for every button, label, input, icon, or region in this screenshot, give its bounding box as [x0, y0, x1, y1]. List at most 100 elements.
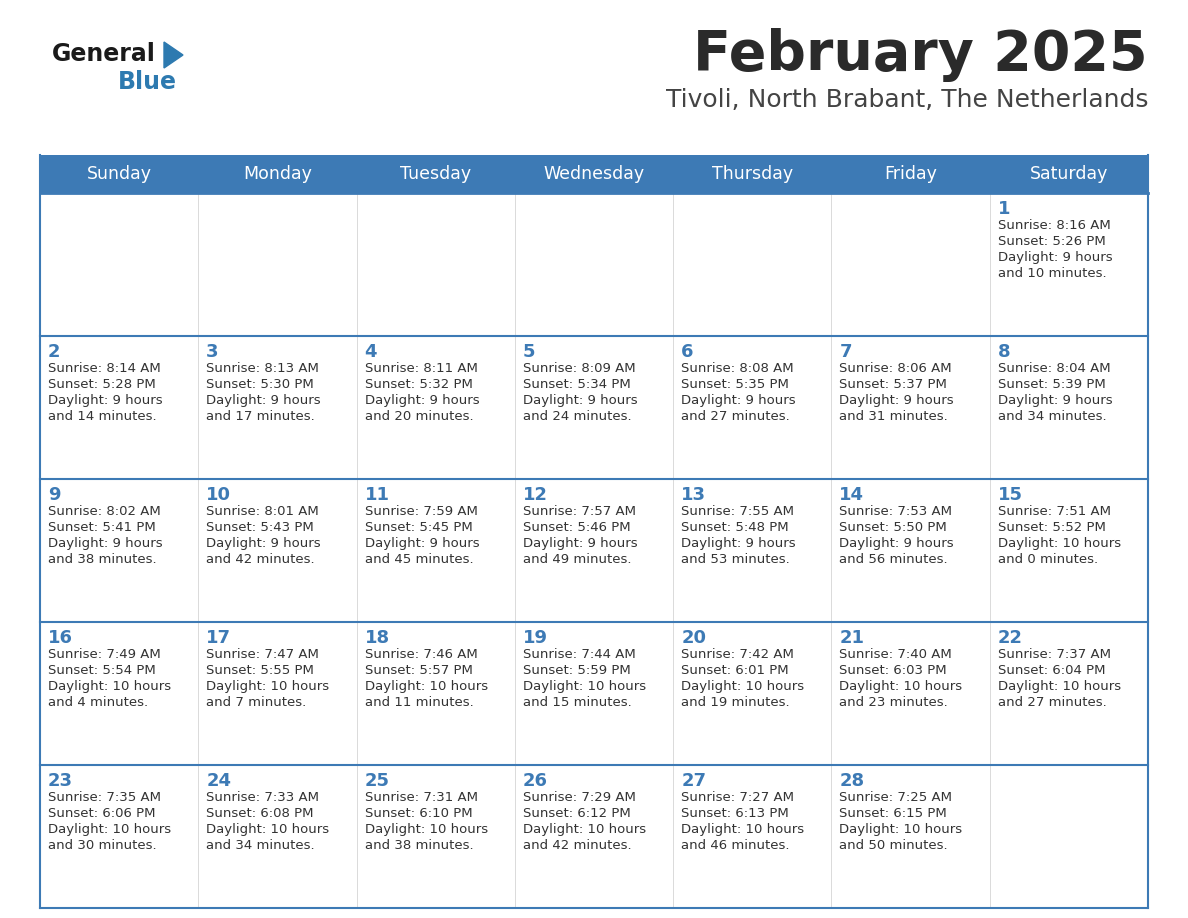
Text: 1: 1 [998, 200, 1010, 218]
Text: 6: 6 [681, 343, 694, 361]
Text: 18: 18 [365, 629, 390, 647]
Text: Sunset: 5:39 PM: Sunset: 5:39 PM [998, 378, 1106, 391]
Text: and 7 minutes.: and 7 minutes. [207, 696, 307, 709]
Text: Sunrise: 8:14 AM: Sunrise: 8:14 AM [48, 362, 160, 375]
Text: Sunset: 5:34 PM: Sunset: 5:34 PM [523, 378, 631, 391]
Text: and 10 minutes.: and 10 minutes. [998, 267, 1106, 280]
Text: Tivoli, North Brabant, The Netherlands: Tivoli, North Brabant, The Netherlands [665, 88, 1148, 112]
Text: Daylight: 9 hours: Daylight: 9 hours [998, 251, 1112, 264]
Text: 9: 9 [48, 486, 61, 504]
Text: 5: 5 [523, 343, 536, 361]
Text: and 15 minutes.: and 15 minutes. [523, 696, 632, 709]
Text: Sunset: 5:45 PM: Sunset: 5:45 PM [365, 521, 473, 534]
Text: Sunrise: 7:40 AM: Sunrise: 7:40 AM [840, 648, 952, 661]
Text: Sunrise: 7:35 AM: Sunrise: 7:35 AM [48, 791, 162, 804]
Text: and 27 minutes.: and 27 minutes. [998, 696, 1106, 709]
Text: and 34 minutes.: and 34 minutes. [207, 839, 315, 852]
Text: Sunrise: 7:51 AM: Sunrise: 7:51 AM [998, 505, 1111, 518]
Text: Daylight: 10 hours: Daylight: 10 hours [365, 823, 488, 836]
Text: Sunrise: 8:08 AM: Sunrise: 8:08 AM [681, 362, 794, 375]
Text: Sunrise: 8:11 AM: Sunrise: 8:11 AM [365, 362, 478, 375]
Text: 26: 26 [523, 772, 548, 790]
Text: Sunrise: 8:09 AM: Sunrise: 8:09 AM [523, 362, 636, 375]
Bar [40, 193, 1148, 336]
Text: Sunset: 5:26 PM: Sunset: 5:26 PM [998, 235, 1106, 248]
Text: and 0 minutes.: and 0 minutes. [998, 553, 1098, 566]
Text: Sunset: 5:52 PM: Sunset: 5:52 PM [998, 521, 1106, 534]
Bar [40, 479, 1148, 622]
Text: Sunrise: 7:25 AM: Sunrise: 7:25 AM [840, 791, 953, 804]
Text: Sunset: 5:35 PM: Sunset: 5:35 PM [681, 378, 789, 391]
Text: Sunset: 5:46 PM: Sunset: 5:46 PM [523, 521, 631, 534]
Text: Sunset: 6:08 PM: Sunset: 6:08 PM [207, 807, 314, 820]
Text: Sunset: 6:03 PM: Sunset: 6:03 PM [840, 664, 947, 677]
Text: 11: 11 [365, 486, 390, 504]
Text: Sunrise: 8:13 AM: Sunrise: 8:13 AM [207, 362, 320, 375]
Text: Daylight: 9 hours: Daylight: 9 hours [365, 537, 479, 550]
Text: Daylight: 10 hours: Daylight: 10 hours [681, 823, 804, 836]
Text: Sunrise: 7:29 AM: Sunrise: 7:29 AM [523, 791, 636, 804]
Text: Daylight: 10 hours: Daylight: 10 hours [48, 680, 171, 693]
Text: 19: 19 [523, 629, 548, 647]
Text: Daylight: 10 hours: Daylight: 10 hours [523, 680, 646, 693]
Text: Daylight: 9 hours: Daylight: 9 hours [365, 394, 479, 407]
Text: and 24 minutes.: and 24 minutes. [523, 410, 632, 423]
Text: Daylight: 9 hours: Daylight: 9 hours [681, 394, 796, 407]
Text: Wednesday: Wednesday [543, 165, 645, 183]
Text: Sunset: 5:28 PM: Sunset: 5:28 PM [48, 378, 156, 391]
Text: Daylight: 10 hours: Daylight: 10 hours [48, 823, 171, 836]
Text: Tuesday: Tuesday [400, 165, 472, 183]
Text: Sunrise: 8:02 AM: Sunrise: 8:02 AM [48, 505, 160, 518]
Text: Sunset: 5:59 PM: Sunset: 5:59 PM [523, 664, 631, 677]
Text: and 38 minutes.: and 38 minutes. [365, 839, 473, 852]
Text: Daylight: 10 hours: Daylight: 10 hours [207, 680, 329, 693]
Text: and 19 minutes.: and 19 minutes. [681, 696, 790, 709]
Text: and 27 minutes.: and 27 minutes. [681, 410, 790, 423]
Text: Monday: Monday [244, 165, 312, 183]
Text: Sunset: 6:01 PM: Sunset: 6:01 PM [681, 664, 789, 677]
Text: Sunset: 5:30 PM: Sunset: 5:30 PM [207, 378, 314, 391]
Text: Sunset: 6:15 PM: Sunset: 6:15 PM [840, 807, 947, 820]
Text: Daylight: 9 hours: Daylight: 9 hours [207, 537, 321, 550]
Text: Daylight: 10 hours: Daylight: 10 hours [365, 680, 488, 693]
Text: and 56 minutes.: and 56 minutes. [840, 553, 948, 566]
Text: Sunrise: 7:59 AM: Sunrise: 7:59 AM [365, 505, 478, 518]
Text: Sunrise: 8:16 AM: Sunrise: 8:16 AM [998, 219, 1111, 232]
Text: 14: 14 [840, 486, 865, 504]
Bar [40, 622, 1148, 765]
Text: and 42 minutes.: and 42 minutes. [523, 839, 632, 852]
Text: Sunset: 6:06 PM: Sunset: 6:06 PM [48, 807, 156, 820]
Text: and 42 minutes.: and 42 minutes. [207, 553, 315, 566]
Text: and 50 minutes.: and 50 minutes. [840, 839, 948, 852]
Text: 20: 20 [681, 629, 706, 647]
Text: and 11 minutes.: and 11 minutes. [365, 696, 473, 709]
Text: Sunrise: 8:06 AM: Sunrise: 8:06 AM [840, 362, 952, 375]
Text: Sunrise: 8:04 AM: Sunrise: 8:04 AM [998, 362, 1111, 375]
Text: and 38 minutes.: and 38 minutes. [48, 553, 157, 566]
Text: and 46 minutes.: and 46 minutes. [681, 839, 790, 852]
Text: 7: 7 [840, 343, 852, 361]
Text: Thursday: Thursday [712, 165, 792, 183]
Text: Daylight: 9 hours: Daylight: 9 hours [840, 394, 954, 407]
Text: Sunset: 6:13 PM: Sunset: 6:13 PM [681, 807, 789, 820]
Text: and 49 minutes.: and 49 minutes. [523, 553, 631, 566]
Text: Daylight: 10 hours: Daylight: 10 hours [998, 537, 1120, 550]
Text: and 31 minutes.: and 31 minutes. [840, 410, 948, 423]
Text: 22: 22 [998, 629, 1023, 647]
Text: 3: 3 [207, 343, 219, 361]
Bar [40, 155, 1148, 193]
Text: 12: 12 [523, 486, 548, 504]
Text: Sunrise: 7:53 AM: Sunrise: 7:53 AM [840, 505, 953, 518]
Text: 13: 13 [681, 486, 706, 504]
Text: Daylight: 10 hours: Daylight: 10 hours [523, 823, 646, 836]
Text: Sunset: 5:41 PM: Sunset: 5:41 PM [48, 521, 156, 534]
Text: Sunrise: 7:44 AM: Sunrise: 7:44 AM [523, 648, 636, 661]
Text: and 20 minutes.: and 20 minutes. [365, 410, 473, 423]
Text: Friday: Friday [884, 165, 937, 183]
Text: Sunrise: 7:46 AM: Sunrise: 7:46 AM [365, 648, 478, 661]
Text: 24: 24 [207, 772, 232, 790]
Text: and 45 minutes.: and 45 minutes. [365, 553, 473, 566]
Text: and 30 minutes.: and 30 minutes. [48, 839, 157, 852]
Text: Sunset: 5:32 PM: Sunset: 5:32 PM [365, 378, 473, 391]
Text: Daylight: 9 hours: Daylight: 9 hours [48, 394, 163, 407]
